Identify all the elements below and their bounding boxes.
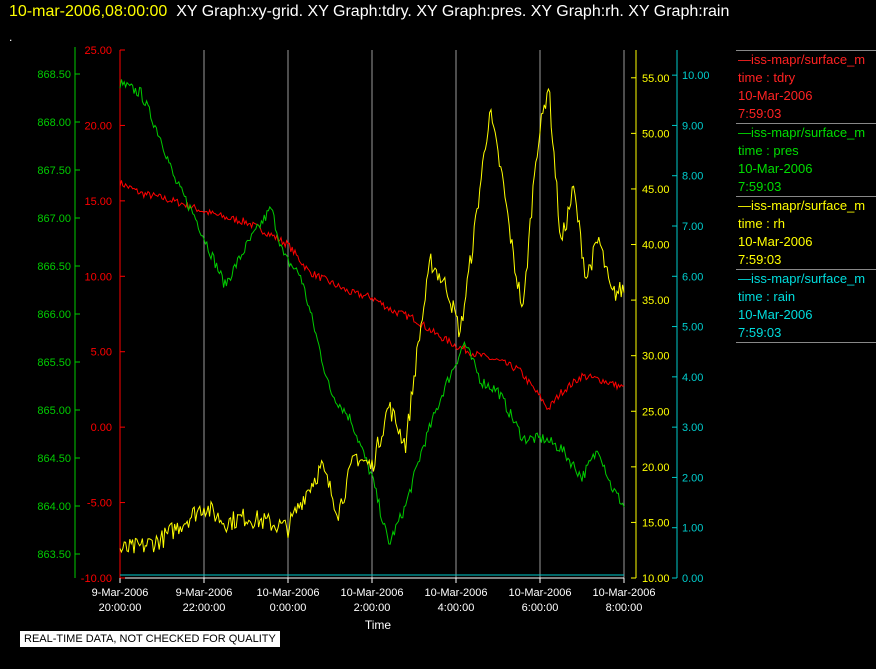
tdry-tick-label: 10.00 xyxy=(84,271,112,283)
x-tick-time: 2:00:00 xyxy=(354,602,391,614)
rain-tick-label: 4.00 xyxy=(682,372,703,384)
pres-tick-label: 867.00 xyxy=(37,213,71,225)
series-line-tdry xyxy=(119,180,625,411)
legend-date: 10-Mar-2006 xyxy=(738,88,813,103)
series-line-pres xyxy=(119,79,625,545)
pres-tick-label: 864.00 xyxy=(37,501,71,513)
x-tick-time: 6:00:00 xyxy=(522,602,559,614)
rain-tick-label: 2.00 xyxy=(682,472,703,484)
legend-date: 10-Mar-2006 xyxy=(738,307,813,322)
rh-tick-label: 20.00 xyxy=(642,462,670,474)
x-tick-time: 20:00:00 xyxy=(99,602,142,614)
x-tick-date: 10-Mar-2006 xyxy=(593,587,656,599)
rh-tick-label: 10.00 xyxy=(642,573,670,585)
legend-date: 10-Mar-2006 xyxy=(738,161,813,176)
chart-lines xyxy=(119,79,625,576)
tdry-tick-label: 15.00 xyxy=(84,196,112,208)
rh-tick-label: 30.00 xyxy=(642,351,670,363)
tdry-tick-label: -5.00 xyxy=(87,498,112,510)
rain-tick-label: 9.00 xyxy=(682,120,703,132)
legend-var: time : tdry xyxy=(738,70,796,85)
rh-tick-label: 15.00 xyxy=(642,517,670,529)
x-tick-time: 4:00:00 xyxy=(438,602,475,614)
rh-tick-label: 45.00 xyxy=(642,184,670,196)
legend-series: —iss-mapr/surface_m xyxy=(738,125,866,140)
legend-time: 7:59:03 xyxy=(738,106,782,121)
tdry-tick-label: -10.00 xyxy=(81,573,112,585)
rh-tick-label: 35.00 xyxy=(642,295,670,307)
rain-tick-label: 5.00 xyxy=(682,322,703,334)
pres-tick-label: 864.50 xyxy=(37,453,71,465)
pres-tick-label: 868.00 xyxy=(37,117,71,129)
pres-tick-label: 866.50 xyxy=(37,261,71,273)
legend-series: —iss-mapr/surface_m xyxy=(738,198,866,213)
x-tick-time: 22:00:00 xyxy=(183,602,226,614)
quality-note: REAL-TIME DATA, NOT CHECKED FOR QUALITY xyxy=(20,631,280,647)
legend-time: 7:59:03 xyxy=(738,325,782,340)
pres-tick-label: 867.50 xyxy=(37,165,71,177)
legend-var: time : rain xyxy=(738,289,796,304)
x-tick-date: 9-Mar-2006 xyxy=(92,587,149,599)
legend-series: —iss-mapr/surface_m xyxy=(738,52,866,67)
chart-axes: 863.50 864.00 864.50 865.00 865.50 866.00 866.… xyxy=(37,45,709,585)
legend-var: time : pres xyxy=(738,143,799,158)
x-tick-date: 9-Mar-2006 xyxy=(176,587,233,599)
x-tick-date: 10-Mar-2006 xyxy=(341,587,404,599)
x-axis-title: Time xyxy=(365,618,392,632)
x-tick-time: 8:00:00 xyxy=(606,602,643,614)
pres-tick-label: 866.00 xyxy=(37,309,71,321)
legend-time: 7:59:03 xyxy=(738,179,782,194)
pres-tick-label: 865.00 xyxy=(37,405,71,417)
x-tick-time: 0:00:00 xyxy=(270,602,307,614)
chart-grid xyxy=(203,50,625,578)
rain-tick-label: 7.00 xyxy=(682,221,703,233)
series-line-rh xyxy=(119,87,625,554)
rain-tick-label: 10.00 xyxy=(682,70,710,82)
rh-tick-label: 50.00 xyxy=(642,128,670,140)
x-tick-date: 10-Mar-2006 xyxy=(257,587,320,599)
x-axis-labels: 9-Mar-2006 20:00:00 9-Mar-2006 22:00:00 10-M… xyxy=(92,578,656,614)
x-tick-date: 10-Mar-2006 xyxy=(509,587,572,599)
rain-tick-label: 0.00 xyxy=(682,573,703,585)
pres-tick-label: 863.50 xyxy=(37,549,71,561)
legend: —iss-mapr/surface_m time : tdry 10-Mar-200… xyxy=(736,50,876,343)
rain-tick-label: 3.00 xyxy=(682,422,703,434)
legend-date: 10-Mar-2006 xyxy=(738,234,813,249)
rain-tick-label: 1.00 xyxy=(682,523,703,535)
tdry-tick-label: 0.00 xyxy=(91,422,112,434)
pres-tick-label: 868.50 xyxy=(37,69,71,81)
legend-time: 7:59:03 xyxy=(738,252,782,267)
rain-tick-label: 8.00 xyxy=(682,171,703,183)
status-dot: . xyxy=(9,30,13,44)
rh-tick-label: 40.00 xyxy=(642,240,670,252)
rain-tick-label: 6.00 xyxy=(682,271,703,283)
graph-timestamp: 10-mar-2006,08:00:00 xyxy=(9,3,168,20)
x-tick-date: 10-Mar-2006 xyxy=(425,587,488,599)
rh-tick-label: 25.00 xyxy=(642,406,670,418)
tdry-tick-label: 25.00 xyxy=(84,45,112,57)
pres-tick-label: 865.50 xyxy=(37,357,71,369)
tdry-tick-label: 20.00 xyxy=(84,120,112,132)
tdry-tick-label: 5.00 xyxy=(91,347,112,359)
graph-title: 10-mar-2006,08:00:00 XY Graph:xy-grid. X… xyxy=(9,3,729,21)
rh-tick-label: 55.00 xyxy=(642,73,670,85)
legend-divider xyxy=(736,342,876,343)
legend-series: —iss-mapr/surface_m xyxy=(738,271,866,286)
graph-list: XY Graph:xy-grid. XY Graph:tdry. XY Grap… xyxy=(176,3,730,20)
legend-var: time : rh xyxy=(738,216,785,231)
